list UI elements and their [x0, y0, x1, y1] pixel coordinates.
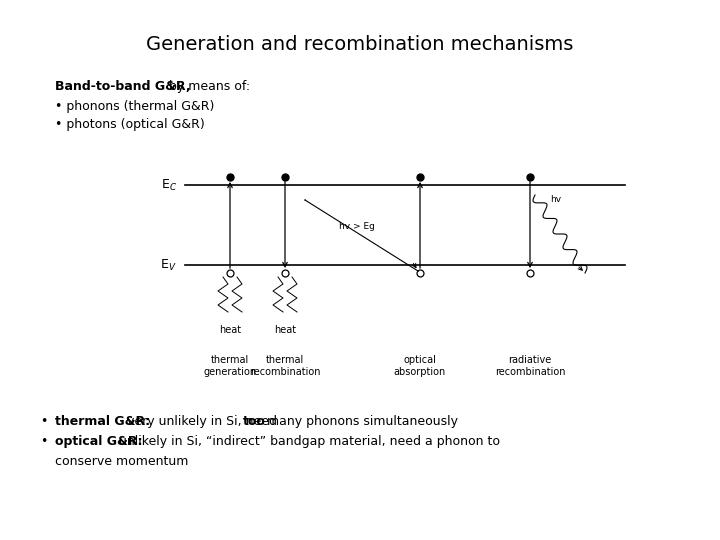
Text: • photons (optical G&R): • photons (optical G&R)	[55, 118, 204, 131]
Text: Generation and recombination mechanisms: Generation and recombination mechanisms	[146, 35, 574, 54]
Text: heat: heat	[274, 325, 296, 335]
Text: unlikely in Si, “indirect” bandgap material, need a phonon to: unlikely in Si, “indirect” bandgap mater…	[115, 435, 500, 448]
Text: by means of:: by means of:	[165, 80, 250, 93]
Text: hv > Eg: hv > Eg	[339, 222, 375, 231]
Text: •: •	[40, 415, 48, 428]
Text: thermal G&R:: thermal G&R:	[55, 415, 150, 428]
Text: optical G&R:: optical G&R:	[55, 435, 143, 448]
Text: E$_V$: E$_V$	[161, 258, 177, 273]
Text: •: •	[40, 435, 48, 448]
Text: thermal
recombination: thermal recombination	[250, 355, 320, 376]
Text: many phonons simultaneously: many phonons simultaneously	[263, 415, 458, 428]
Text: • phonons (thermal G&R): • phonons (thermal G&R)	[55, 100, 215, 113]
Text: radiative
recombination: radiative recombination	[495, 355, 565, 376]
Text: optical
absorption: optical absorption	[394, 355, 446, 376]
Text: very unlikely in Si, need: very unlikely in Si, need	[123, 415, 281, 428]
Text: too: too	[243, 415, 266, 428]
Text: heat: heat	[219, 325, 241, 335]
Text: hv: hv	[550, 195, 561, 204]
Text: Band-to-band G&R,: Band-to-band G&R,	[55, 80, 191, 93]
Text: thermal
generation: thermal generation	[204, 355, 256, 376]
Text: conserve momentum: conserve momentum	[55, 455, 189, 468]
Text: E$_C$: E$_C$	[161, 178, 177, 193]
